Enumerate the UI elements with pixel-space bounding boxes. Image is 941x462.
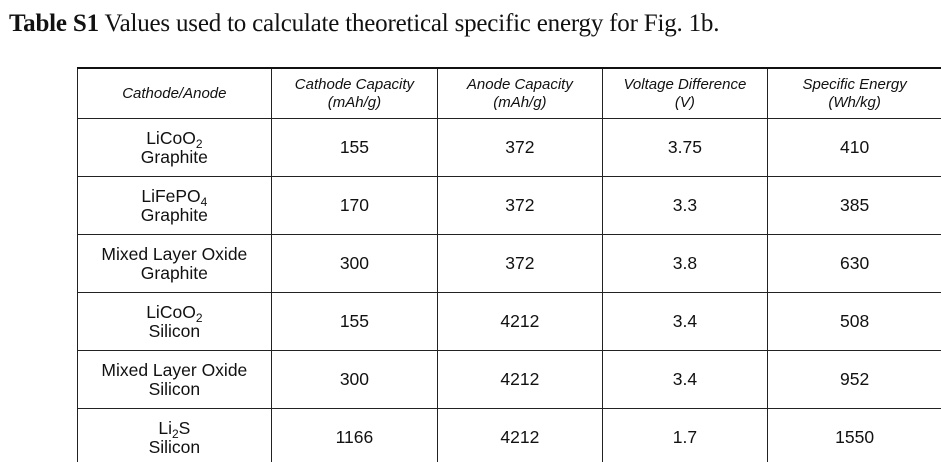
cell-cathode-anode: Li2S Silicon [77,408,272,462]
cell-cathode-capacity: 300 [270,350,439,409]
cell-voltage-difference: 1.7 [601,408,769,462]
cell-voltage-difference: 3.75 [601,118,769,177]
table-row: LiCoO2 Graphite 155 372 3.75 410 [77,118,941,177]
cell-cathode-capacity: 155 [270,292,439,351]
caption-label: Table S1 [9,10,99,37]
cell-specific-energy: 952 [767,350,941,409]
cell-cathode-capacity: 170 [270,176,439,235]
cell-cathode-capacity: 155 [270,118,439,177]
cell-specific-energy: 508 [767,292,941,351]
cell-specific-energy: 1550 [767,408,941,462]
cell-cathode-capacity: 1166 [270,408,439,462]
caption-text: Values used to calculate theoretical spe… [98,10,720,37]
cell-cathode-anode: LiCoO2 Graphite [77,118,272,177]
header-specific-energy: Specific Energy (Wh/kg) [767,67,941,119]
table-row: Li2S Silicon 1166 4212 1.7 1550 [77,408,941,462]
cell-voltage-difference: 3.4 [601,350,769,409]
cell-specific-energy: 385 [767,176,941,235]
cell-cathode-anode: Mixed Layer Oxide Graphite [77,234,272,293]
cell-cathode-anode: LiFePO4 Graphite [77,176,272,235]
anode-material: Graphite [140,146,208,167]
anode-material: Silicon [148,378,201,399]
cell-anode-capacity: 372 [437,118,603,177]
cathode-material: Mixed Layer Oxide [101,243,248,264]
anode-material: Graphite [140,262,208,283]
cell-anode-capacity: 4212 [437,292,603,351]
table-row: Mixed Layer Oxide Graphite 300 372 3.8 630 [77,234,941,293]
header-voltage-difference: Voltage Difference (V) [601,67,769,119]
cathode-material: Li2S [158,417,191,441]
table-caption: Table S1 Values used to calculate theore… [9,10,719,38]
table-row: LiFePO4 Graphite 170 372 3.3 385 [77,176,941,235]
cell-anode-capacity: 4212 [437,350,603,409]
cell-anode-capacity: 4212 [437,408,603,462]
table-row: Mixed Layer Oxide Silicon 300 4212 3.4 952 [77,350,941,409]
cell-anode-capacity: 372 [437,176,603,235]
header-anode-capacity: Anode Capacity (mAh/g) [437,67,603,119]
cell-voltage-difference: 3.8 [601,234,769,293]
cathode-material: LiCoO2 [146,127,203,151]
table-row: LiCoO2 Silicon 155 4212 3.4 508 [77,292,941,351]
cathode-material: LiFePO4 [141,185,208,209]
anode-material: Silicon [148,320,201,341]
cathode-material: LiCoO2 [146,301,203,325]
cell-voltage-difference: 3.3 [601,176,769,235]
cell-cathode-capacity: 300 [270,234,439,293]
cell-voltage-difference: 3.4 [601,292,769,351]
cell-specific-energy: 630 [767,234,941,293]
cathode-material: Mixed Layer Oxide [101,359,248,380]
table-header-row: Cathode/Anode Cathode Capacity (mAh/g) An… [77,67,941,119]
cell-cathode-anode: LiCoO2 Silicon [77,292,272,351]
cell-anode-capacity: 372 [437,234,603,293]
specific-energy-table: Cathode/Anode Cathode Capacity (mAh/g) An… [77,67,941,462]
cell-specific-energy: 410 [767,118,941,177]
anode-material: Graphite [140,204,208,225]
header-cathode-capacity: Cathode Capacity (mAh/g) [270,67,439,119]
cell-cathode-anode: Mixed Layer Oxide Silicon [77,350,272,409]
anode-material: Silicon [148,436,201,457]
header-cathode-anode: Cathode/Anode [77,67,272,119]
